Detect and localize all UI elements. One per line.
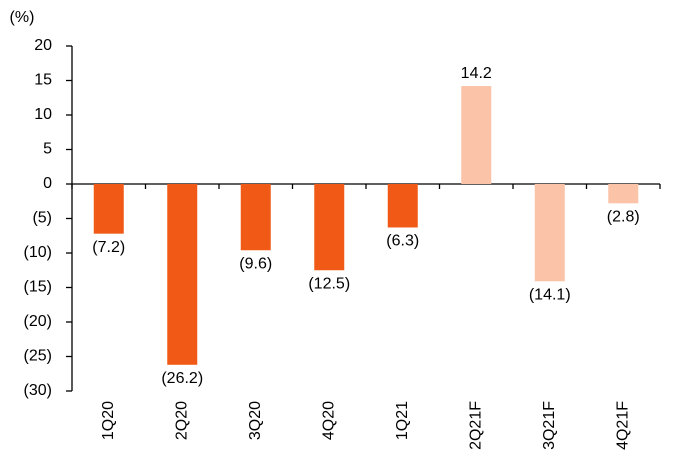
bar [93,184,124,234]
value-label: 14.2 [461,65,492,82]
y-tick-label: (10) [24,244,52,261]
y-tick-label: (15) [24,279,52,296]
value-label: (9.6) [239,255,272,272]
x-tick-label: 4Q21F [614,401,631,450]
x-tick-label: 1Q20 [100,401,117,440]
x-tick-label: 2Q21F [467,401,484,450]
y-tick-label: 0 [43,175,52,192]
y-tick-label: (20) [24,313,52,330]
y-tick-label: 5 [43,141,52,158]
bar [461,86,492,184]
bar [314,184,345,271]
y-unit-label: (%) [10,9,35,26]
value-label: (7.2) [92,239,125,256]
value-label: (12.5) [308,275,350,292]
x-tick-label: 2Q20 [173,401,190,440]
x-tick-label: 3Q20 [247,401,264,440]
value-label: (2.8) [607,209,640,226]
value-label: (26.2) [161,370,203,387]
y-tick-label: 15 [34,72,52,89]
y-tick-label: 20 [34,37,52,54]
value-label: (14.1) [529,287,571,304]
y-tick-label: (5) [32,210,52,227]
x-tick-label: 1Q21 [394,401,411,440]
bar [534,184,565,282]
bar [387,184,418,228]
x-tick-label: 3Q21F [541,401,558,450]
y-tick-label: (25) [24,348,52,365]
bar [608,184,639,204]
y-tick-label: 10 [34,106,52,123]
y-tick-label: (30) [24,382,52,399]
bar [240,184,271,251]
value-label: (6.3) [386,233,419,250]
bar [167,184,198,365]
x-tick-label: 4Q20 [320,401,337,440]
